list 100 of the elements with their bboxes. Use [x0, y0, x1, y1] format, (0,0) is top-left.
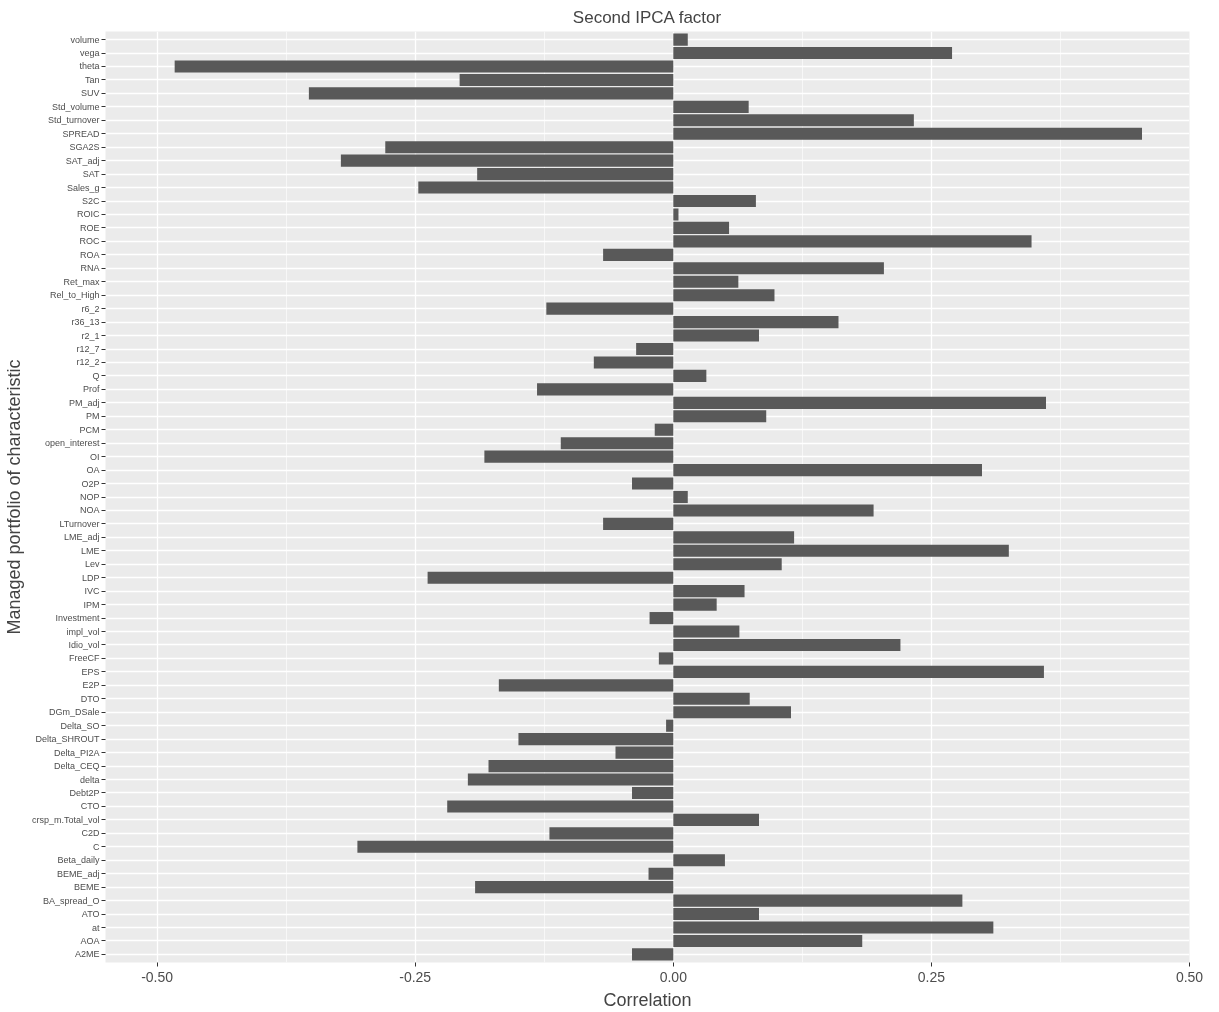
- bar: [484, 450, 674, 463]
- bar: [632, 948, 674, 961]
- y-tick-label: LDP: [81, 572, 100, 583]
- y-tick-label: r2_1: [81, 330, 100, 341]
- bar: [673, 585, 745, 598]
- x-axis-title: Correlation: [603, 989, 692, 1010]
- y-tick-label: FreeCF: [69, 653, 100, 664]
- bar: [498, 679, 674, 692]
- bar: [673, 316, 839, 329]
- y-tick-label: PCM: [79, 424, 100, 435]
- y-tick-label: OI: [90, 451, 100, 462]
- y-tick-label: ROC: [79, 236, 100, 247]
- y-tick-label: EPS: [81, 666, 100, 677]
- y-tick-label: volume: [70, 34, 100, 45]
- x-tick-label: -0.50: [141, 968, 174, 985]
- y-tick-label: ROIC: [77, 209, 100, 220]
- y-tick-label: Idio_vol: [68, 639, 100, 650]
- y-tick-label: impl_vol: [66, 626, 100, 637]
- y-tick-label: theta: [79, 61, 100, 72]
- y-tick-label: C: [93, 841, 100, 852]
- y-tick-label: OA: [86, 465, 100, 476]
- y-tick-label: Delta_CEQ: [53, 761, 100, 772]
- y-tick-label: r12_7: [76, 344, 100, 355]
- bar: [649, 612, 674, 625]
- bar: [537, 383, 674, 396]
- y-tick-label: Investment: [55, 613, 100, 624]
- y-tick-label: S2C: [81, 196, 100, 207]
- y-tick-label: delta: [79, 774, 100, 785]
- y-tick-label: ATO: [81, 909, 100, 920]
- bar: [673, 531, 795, 544]
- y-axis-title: Managed portfolio of characteristic: [3, 359, 24, 635]
- y-tick-label: Lev: [84, 559, 100, 570]
- y-tick-label: O2P: [81, 478, 100, 489]
- bar: [658, 652, 674, 665]
- y-tick-label: PM: [86, 411, 100, 422]
- y-tick-label: SGA2S: [69, 142, 100, 153]
- bar: [673, 329, 759, 342]
- bar: [673, 127, 1143, 140]
- bar: [385, 141, 674, 154]
- y-tick-label: SAT_adj: [65, 155, 100, 166]
- y-tick-label: SPREAD: [62, 128, 100, 139]
- y-tick-label: Debt2P: [69, 787, 100, 798]
- y-tick-label: LME: [80, 545, 100, 556]
- bar: [673, 665, 1044, 678]
- y-tick-label: SUV: [80, 88, 100, 99]
- bar: [673, 813, 759, 826]
- y-tick-label: Beta_daily: [57, 855, 100, 866]
- y-tick-label: Tan: [84, 74, 100, 85]
- y-tick-label: IVC: [84, 586, 100, 597]
- x-tick-label: 0.00: [659, 968, 688, 985]
- y-tick-label: r36_13: [71, 317, 100, 328]
- y-tick-label: BA_spread_O: [42, 895, 100, 906]
- bar: [673, 262, 884, 275]
- y-tick-label: r6_2: [81, 303, 100, 314]
- y-tick-label: AOA: [80, 935, 100, 946]
- y-tick-label: BEME_adj: [56, 868, 100, 879]
- y-tick-label: Rel_to_High: [49, 290, 100, 301]
- y-tick-label: crsp_m.Total_vol: [31, 814, 100, 825]
- y-tick-label: PM_adj: [68, 397, 100, 408]
- bar: [673, 464, 982, 477]
- bar: [427, 571, 674, 584]
- bar: [673, 369, 707, 382]
- y-tick-label: r12_2: [76, 357, 100, 368]
- bar: [632, 477, 674, 490]
- y-tick-label: CTO: [80, 801, 100, 812]
- x-tick-label: -0.25: [399, 968, 432, 985]
- bar: [546, 302, 674, 315]
- y-tick-label: Delta_SO: [60, 720, 100, 731]
- y-tick-label: IPM: [83, 599, 100, 610]
- y-tick-label: E2P: [82, 680, 100, 691]
- x-tick-label: 0.50: [1175, 968, 1204, 985]
- x-tick-label: 0.25: [917, 968, 946, 985]
- y-tick-label: Std_volume: [51, 101, 100, 112]
- y-tick-label: at: [91, 922, 100, 933]
- bar: [673, 854, 725, 867]
- bar: [418, 181, 674, 194]
- y-tick-label: Sales_g: [66, 182, 100, 193]
- y-tick-label: Std_turnover: [47, 115, 100, 126]
- y-tick-label: A2ME: [74, 949, 100, 960]
- y-tick-label: BEME: [73, 882, 100, 893]
- y-tick-label: Delta_PI2A: [53, 747, 100, 758]
- chart-title: Second IPCA factor: [572, 7, 722, 27]
- y-tick-label: RNA: [80, 263, 100, 274]
- y-tick-label: Q: [92, 370, 100, 381]
- y-tick-label: DTO: [80, 693, 100, 704]
- bar: [549, 827, 674, 840]
- bar: [357, 840, 674, 853]
- y-tick-label: NOP: [80, 492, 100, 502]
- y-tick-label: SAT: [82, 169, 100, 180]
- y-tick-label: C2D: [81, 828, 100, 839]
- y-tick-label: Delta_SHROUT: [35, 734, 100, 745]
- y-tick-label: NOA: [80, 505, 100, 516]
- y-tick-label: ROE: [80, 222, 100, 233]
- y-tick-label: ROA: [80, 249, 100, 260]
- y-tick-label: vega: [79, 48, 100, 59]
- y-tick-label: LTurnover: [59, 518, 100, 529]
- bar: [673, 598, 717, 611]
- y-tick-label: LME_adj: [63, 532, 100, 543]
- bar: [603, 517, 674, 530]
- y-tick-label: Ret_max: [63, 276, 100, 287]
